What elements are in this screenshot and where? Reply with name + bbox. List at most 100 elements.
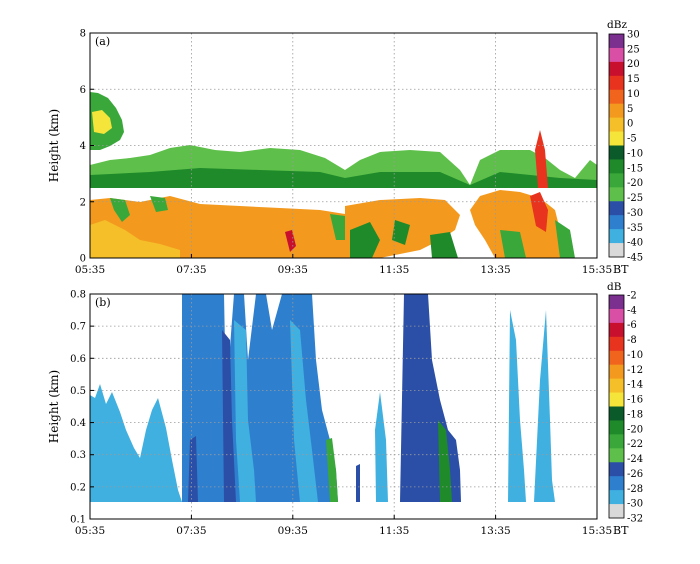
panel-label-b: (b): [95, 296, 111, 309]
panel-a: (a) Height (km) 0 2 4 6 8 05:35 07:35 09:35 11:…: [47, 19, 643, 276]
x-tick-label: 15:35: [582, 525, 612, 537]
x-tick-label: 11:35: [379, 525, 409, 537]
colorbar-swatch: [609, 295, 624, 310]
colorbar-swatch: [609, 34, 624, 49]
colorbar-swatch: [609, 47, 624, 63]
colorbar-swatch: [609, 215, 624, 230]
y-axis-label-a: Height (km): [47, 109, 61, 182]
colorbar-tick-label: 30: [627, 30, 640, 41]
colorbar-swatch: [609, 392, 624, 407]
colorbar-tick-label: 5: [627, 104, 633, 115]
echo-b-main-light: [234, 320, 318, 502]
colorbar-tick-label: -2: [627, 291, 637, 302]
x-tick-label: 11:35: [379, 264, 409, 276]
colorbar-tick-label: -10: [627, 148, 643, 159]
colorbar-tick-label: -40: [627, 238, 643, 249]
echo-layer-a: [90, 92, 597, 258]
colorbar-swatch: [609, 378, 624, 394]
colorbar-tick-label: 25: [627, 44, 640, 55]
colorbar-tick-label: -4: [627, 305, 637, 316]
y-tick-label: 0.3: [70, 450, 86, 461]
echo-a-mid-band-dark: [90, 168, 597, 188]
colorbar-swatch: [609, 173, 624, 188]
bt-label-b: BT: [613, 524, 629, 537]
echo-a-low-left-yellow: [90, 220, 180, 258]
colorbar-unit-a: dBz: [607, 19, 627, 31]
colorbar-swatch: [609, 243, 624, 258]
colorbar-swatch: [609, 229, 624, 244]
y-tick-label: 8: [80, 29, 86, 40]
colorbar-swatch: [609, 145, 624, 160]
echo-b-main-green: [326, 438, 338, 502]
colorbar-a: 30 25 20 15 10 5 0 -5 -10 -15 -20 -25 -30 -35 -40 -45: [608, 30, 643, 264]
y-tick-label: 0.2: [70, 482, 86, 493]
echo-a-low-mid-green: [350, 220, 458, 258]
colorbar-swatch: [609, 504, 624, 519]
echo-b-main-dark: [188, 330, 236, 502]
colorbar-tick-label: 15: [627, 74, 640, 85]
colorbar-b: -2 -4 -6 -8 -10 -12 -14 -16 -18 -20 -22 -24 -26 -28 -3…: [608, 291, 643, 525]
colorbar-tick-label: 0: [627, 119, 633, 130]
y-tick-label: 0: [80, 254, 86, 265]
panel-b: (b) Height (km) 0.1 0.2 0.3 0.4 0.5 0.6 0.7 0.8…: [47, 281, 643, 537]
echo-layer-b: [90, 294, 555, 502]
colorbar-tick-label: -30: [627, 208, 643, 219]
echo-b-strip-2: [375, 392, 388, 502]
y-tick-label: 2: [80, 197, 86, 208]
bt-label-a: BT: [613, 263, 629, 276]
y-axis-label-b: Height (km): [47, 370, 61, 443]
colorbar-swatch: [609, 490, 624, 505]
x-tick-label: 13:35: [480, 264, 510, 276]
y-ticks-a: 0 2 4 6 8: [80, 29, 94, 265]
y-tick-label: 6: [80, 85, 86, 96]
echo-a-high-left-core: [92, 110, 112, 134]
colorbar-tick-label: -8: [627, 335, 637, 346]
x-tick-label: 15:35: [582, 264, 612, 276]
y-tick-label: 0.5: [70, 386, 86, 397]
colorbar-tick-label: -24: [627, 454, 643, 465]
colorbar-tick-label: -15: [627, 163, 643, 174]
colorbar-swatch: [609, 117, 624, 133]
echo-b-dark-green: [438, 420, 452, 502]
colorbar-tick-label: -18: [627, 409, 643, 420]
colorbar-swatch: [609, 201, 624, 216]
colorbar-frame: [608, 294, 625, 519]
x-tick-label: 05:35: [75, 525, 105, 537]
colorbar-tick-label: -14: [627, 380, 643, 391]
colorbar-swatch: [609, 103, 624, 119]
colorbar-tick-label: -20: [627, 178, 643, 189]
colorbar-unit-b: dB: [607, 281, 622, 293]
x-tick-label: 07:35: [176, 525, 206, 537]
y-tick-label: 0.8: [70, 290, 86, 301]
panel-label-a: (a): [95, 35, 110, 48]
colorbar-swatch: [609, 448, 624, 463]
echo-b-strip-1: [356, 464, 360, 502]
colorbar-tick-label: -32: [627, 514, 643, 525]
colorbar-swatch: [609, 434, 624, 449]
colorbar-swatch: [609, 131, 624, 146]
x-ticks-b: 05:35 07:35 09:35 11:35 13:35 15:35: [75, 515, 612, 537]
echo-a-right-tower: [535, 130, 548, 188]
x-tick-label: 13:35: [480, 525, 510, 537]
colorbar-tick-label: -35: [627, 223, 643, 234]
colorbar-tick-label: -20: [627, 424, 643, 435]
colorbar-swatch: [609, 61, 624, 77]
grid-a: [90, 33, 597, 258]
x-ticks-a: 05:35 07:35 09:35 11:35 13:35 15:35: [75, 254, 612, 276]
colorbar-tick-label: -6: [627, 320, 637, 331]
x-tick-label: 09:35: [278, 525, 308, 537]
x-tick-label: 07:35: [176, 264, 206, 276]
echo-a-gap: [90, 188, 597, 196]
y-tick-label: 0.7: [70, 322, 86, 333]
colorbar-frame: [608, 33, 625, 258]
y-tick-label: 4: [80, 141, 86, 152]
grid-b: [90, 294, 597, 519]
colorbar-tick-label: 10: [627, 89, 640, 100]
colorbar-swatch: [609, 420, 624, 435]
colorbar-tick-label: -16: [627, 395, 643, 406]
echo-b-strip-right-1: [508, 310, 526, 502]
colorbar-swatch: [609, 308, 624, 324]
echo-a-low-left-red: [285, 230, 296, 252]
x-tick-label: 05:35: [75, 264, 105, 276]
